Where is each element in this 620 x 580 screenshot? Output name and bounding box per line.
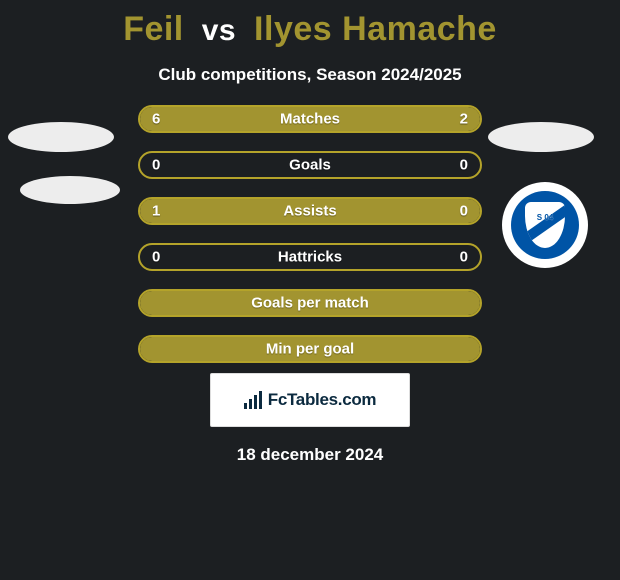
bar-chart-icon (244, 391, 262, 409)
stat-label: Goals per match (251, 295, 369, 312)
stat-value-right: 0 (460, 203, 468, 220)
stat-row: 0 0 Hattricks (138, 243, 482, 271)
player-1-name: Feil (123, 10, 184, 48)
page-title: Feil vs Ilyes Hamache (123, 10, 497, 49)
subtitle: Club competitions, Season 2024/2025 (158, 65, 461, 85)
player-photo-placeholder (8, 122, 114, 152)
stat-row: 0 0 Goals (138, 151, 482, 179)
stat-row: 6 2 Matches (138, 105, 482, 133)
stat-row: Min per goal (138, 335, 482, 363)
comparison-card: Feil vs Ilyes Hamache Club competitions,… (0, 0, 620, 580)
vs-text: vs (202, 14, 236, 47)
stat-fill-left (140, 107, 395, 131)
club-badge-inner: S 04 (511, 191, 579, 259)
stat-row: Goals per match (138, 289, 482, 317)
stat-value-right: 2 (460, 111, 468, 128)
provider-logo[interactable]: FcTables.com (210, 373, 410, 427)
stat-fill-left (140, 199, 405, 223)
player-2-name: Ilyes Hamache (254, 10, 497, 48)
stat-value-left: 6 (152, 111, 160, 128)
player-photo-placeholder (20, 176, 120, 204)
date-label: 18 december 2024 (237, 445, 384, 465)
player-photo-placeholder (488, 122, 594, 152)
stat-fill-right (405, 199, 480, 223)
club-badge: S 04 (502, 182, 588, 268)
provider-logo-inner: FcTables.com (244, 390, 377, 410)
stat-label: Matches (280, 111, 340, 128)
provider-name: FcTables.com (268, 390, 377, 410)
stat-value-left: 1 (152, 203, 160, 220)
stat-label: Hattricks (278, 249, 342, 266)
stat-value-right: 0 (460, 157, 468, 174)
stat-value-left: 0 (152, 249, 160, 266)
stat-label: Min per goal (266, 341, 354, 358)
stat-label: Assists (283, 203, 336, 220)
shield-icon: S 04 (525, 202, 565, 248)
stat-value-right: 0 (460, 249, 468, 266)
stat-row: 1 0 Assists (138, 197, 482, 225)
stat-value-left: 0 (152, 157, 160, 174)
club-badge-text: S 04 (537, 213, 553, 222)
stat-label: Goals (289, 157, 331, 174)
